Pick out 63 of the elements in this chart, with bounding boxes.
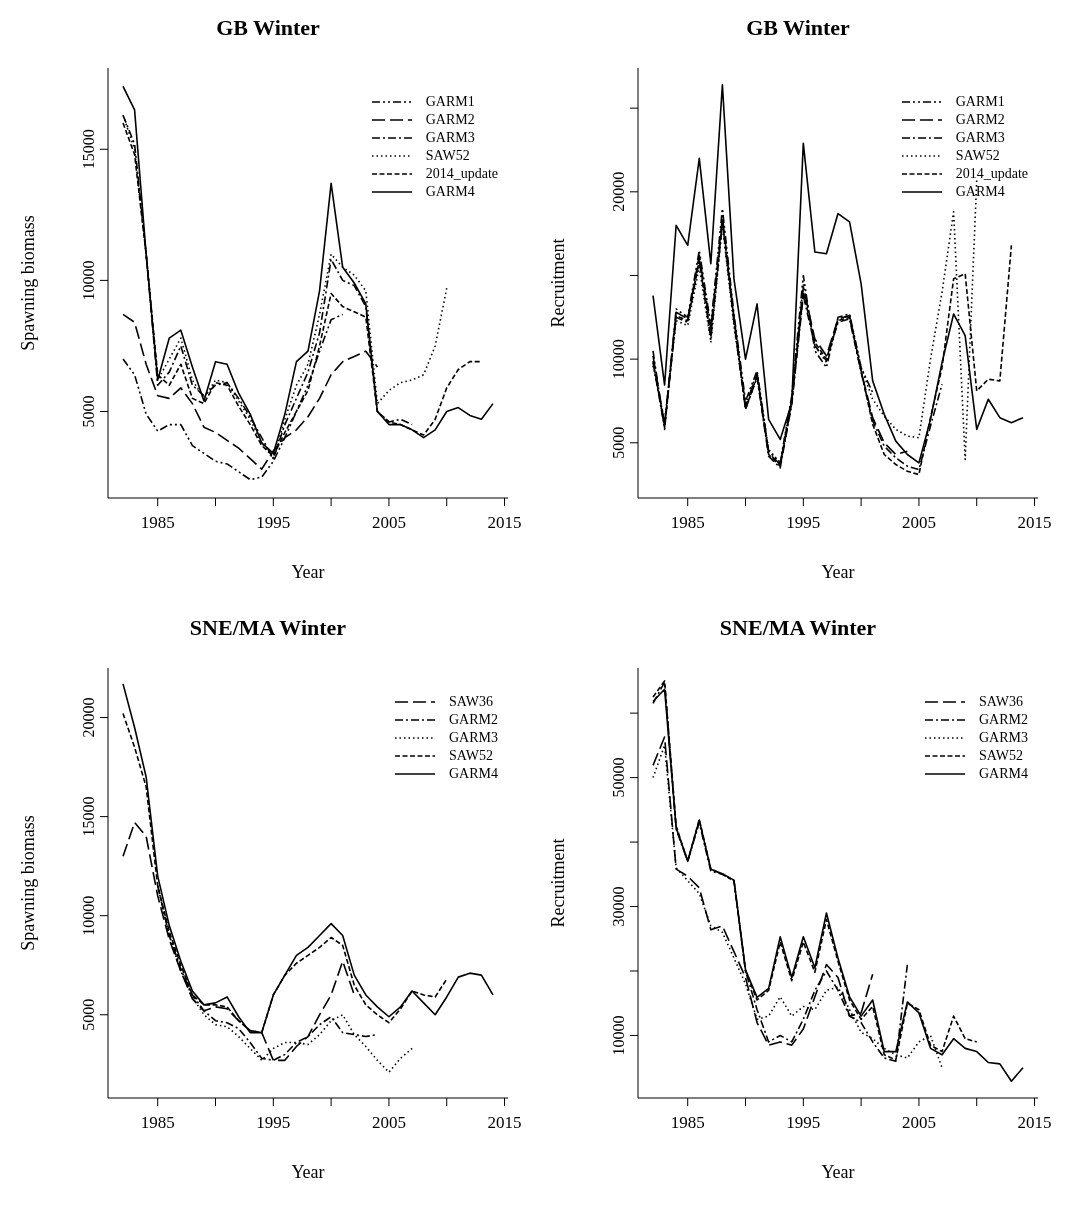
y-tick-label: 10000 (80, 260, 97, 301)
legend-label: GARM3 (448, 729, 498, 747)
x-tick-label: 2005 (371, 513, 406, 533)
y-tick-label: 5000 (610, 426, 627, 459)
x-tick-label: 2015 (1017, 513, 1052, 533)
x-axis-title: Year (291, 1162, 325, 1182)
legend-label: GARM2 (425, 111, 475, 129)
chart-title: SNE/MA Winter (188, 614, 348, 642)
x-tick-label: 2005 (371, 1113, 406, 1133)
y-tick-label: 5000 (80, 998, 97, 1031)
x-tick-label: 2015 (487, 513, 522, 533)
x-tick-label: 1985 (670, 513, 705, 533)
x-tick-label: 1985 (670, 1113, 705, 1133)
y-tick-label: 10000 (610, 1015, 627, 1056)
x-tick-label: 2005 (901, 1113, 936, 1133)
legend-label: GARM4 (425, 183, 475, 201)
x-axis-title: Year (821, 562, 855, 582)
y-tick-label: 10000 (610, 339, 627, 380)
x-axis-title: Year (821, 1162, 855, 1182)
y-tick-label: 20000 (610, 171, 627, 212)
y-axis-title: Spawning biomass (18, 215, 39, 351)
x-tick-label: 2005 (901, 513, 936, 533)
chart-title: GB Winter (215, 14, 321, 42)
x-tick-label: 1985 (140, 1113, 175, 1133)
x-tick-label: 1995 (256, 1113, 291, 1133)
legend-label: GARM2 (448, 711, 498, 729)
y-axis-title: Spawning biomass (18, 815, 39, 951)
legend-label: GARM2 (978, 711, 1028, 729)
x-tick-label: 1995 (786, 513, 821, 533)
y-tick-label: 50000 (610, 757, 627, 798)
legend-label: GARM4 (955, 183, 1005, 201)
x-tick-label: 1995 (256, 513, 291, 533)
legend-label: GARM3 (425, 129, 475, 147)
legend-label: GARM3 (955, 129, 1005, 147)
legend-label: 2014_update (425, 165, 498, 183)
x-tick-label: 2015 (487, 1113, 522, 1133)
x-tick-label: 1985 (140, 513, 175, 533)
legend-label: GARM1 (425, 93, 475, 111)
y-tick-label: 15000 (80, 129, 97, 170)
legend-label: GARM4 (448, 765, 498, 783)
y-axis-title: Recruitment (548, 838, 569, 928)
y-tick-label: 20000 (80, 697, 97, 738)
legend-label: GARM3 (978, 729, 1028, 747)
y-tick-label: 10000 (80, 895, 97, 936)
legend-label: SAW36 (448, 693, 493, 711)
legend-label: SAW52 (425, 147, 470, 165)
y-axis-title: Recruitment (548, 238, 569, 328)
y-tick-label: 30000 (610, 886, 627, 927)
x-tick-label: 1995 (786, 1113, 821, 1133)
y-tick-label: 15000 (80, 796, 97, 837)
y-tick-label: 5000 (80, 395, 97, 428)
legend-label: GARM4 (978, 765, 1028, 783)
legend-label: SAW52 (448, 747, 493, 765)
legend-label: GARM1 (955, 93, 1005, 111)
legend-label: 2014_update (955, 165, 1028, 183)
chart-title: SNE/MA Winter (718, 614, 878, 642)
x-tick-label: 2015 (1017, 1113, 1052, 1133)
legend-label: SAW52 (955, 147, 1000, 165)
legend-label: GARM2 (955, 111, 1005, 129)
legend-label: SAW52 (978, 747, 1023, 765)
legend-label: SAW36 (978, 693, 1023, 711)
x-axis-title: Year (291, 562, 325, 582)
chart-title: GB Winter (745, 14, 851, 42)
